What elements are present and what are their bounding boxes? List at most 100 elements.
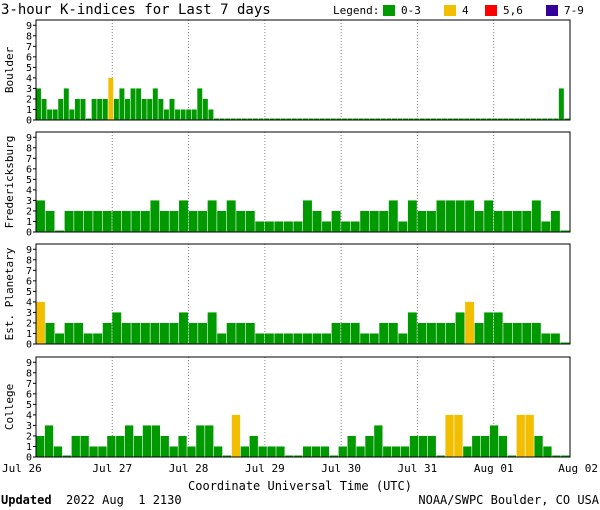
bar [83, 333, 93, 344]
bar [322, 221, 332, 232]
bar [58, 98, 64, 120]
y-tick-label: 6 [26, 389, 32, 400]
bar [274, 333, 284, 344]
bar [531, 200, 541, 232]
y-tick-label: 8 [26, 143, 32, 154]
legend-swatch-5-6 [485, 5, 497, 16]
bar [179, 200, 188, 232]
bar [198, 210, 208, 232]
bar [312, 210, 322, 232]
x-tick-label: Aug 02 [558, 462, 598, 475]
bar [503, 322, 513, 344]
y-tick-label: 7 [26, 42, 32, 53]
bar [294, 455, 303, 457]
legend-entry-0-3: 0-3 [401, 4, 421, 17]
y-tick-label: 0 [26, 453, 32, 464]
y-tick-label: 0 [26, 116, 32, 127]
plot-frame [35, 131, 571, 233]
bar [55, 230, 65, 232]
bar [80, 435, 89, 457]
bar [267, 446, 276, 457]
bar [547, 118, 553, 120]
bar [417, 322, 427, 344]
bar [303, 200, 312, 232]
chart-title: 3-hour K-indices for Last 7 days [1, 2, 271, 18]
x-tick-label: Jul 26 [2, 462, 42, 475]
bar [274, 221, 284, 232]
x-axis-ticks: Jul 26 Jul 27 Jul 28 Jul 29 Jul 30 Jul 31 Aug … [2, 462, 598, 475]
bar [455, 200, 465, 232]
bar [474, 322, 484, 344]
bar [534, 435, 543, 457]
bar [74, 210, 84, 232]
bar [158, 98, 164, 120]
bar [360, 333, 370, 344]
bar [102, 98, 108, 120]
bar [245, 210, 255, 232]
bar [64, 322, 74, 344]
bar [374, 425, 383, 457]
bar [36, 301, 45, 344]
y-tick-label: 4 [26, 297, 32, 308]
bar [249, 435, 258, 457]
panels: 0123456789Boulder0123456789Fredericksbur… [3, 19, 571, 464]
bar [445, 414, 454, 457]
y-tick-label: 5 [26, 400, 32, 411]
bar [392, 446, 401, 457]
bar [436, 322, 446, 344]
bar [226, 322, 236, 344]
updated-value: 2022 Aug 1 2130 [66, 493, 182, 507]
bar [222, 455, 232, 457]
x-tick-label: Jul 28 [169, 462, 209, 475]
panel-label: Fredericksburg [3, 136, 16, 229]
bar [142, 425, 152, 457]
bar [191, 109, 197, 120]
bar [541, 221, 551, 232]
bar [414, 118, 420, 120]
bar [188, 322, 198, 344]
bar [383, 446, 392, 457]
bar [159, 210, 169, 232]
plot-frame [35, 243, 571, 345]
bar [280, 118, 286, 120]
bar [187, 446, 196, 457]
bar [97, 98, 103, 120]
bar [45, 210, 55, 232]
bar [465, 301, 475, 344]
bar [336, 118, 342, 120]
bar [236, 322, 246, 344]
bar [409, 435, 419, 457]
bar [241, 118, 247, 120]
bar [74, 322, 84, 344]
bar [552, 455, 561, 457]
bar [303, 118, 308, 120]
panel-label: College [3, 384, 16, 430]
bar [264, 221, 274, 232]
y-tick-label: 1 [26, 329, 32, 340]
bar [481, 118, 486, 120]
bar [426, 210, 436, 232]
bar [560, 342, 570, 344]
bar [308, 118, 314, 120]
y-tick-label: 3 [26, 308, 32, 319]
bar [498, 435, 508, 457]
bar [230, 118, 236, 120]
bar [407, 200, 417, 232]
bar [364, 118, 370, 120]
y-tick-label: 1 [26, 217, 32, 228]
bar [322, 333, 332, 344]
bar [283, 221, 293, 232]
bar [293, 221, 303, 232]
bar [291, 118, 297, 120]
legend-swatch-0-3 [383, 5, 395, 16]
bar [350, 221, 360, 232]
bar [341, 221, 351, 232]
bar [179, 312, 188, 344]
bar [102, 210, 112, 232]
bar [560, 230, 570, 232]
bar [236, 210, 246, 232]
bar [561, 455, 570, 457]
bar [169, 322, 179, 344]
x-tick-label: Aug 01 [474, 462, 514, 475]
